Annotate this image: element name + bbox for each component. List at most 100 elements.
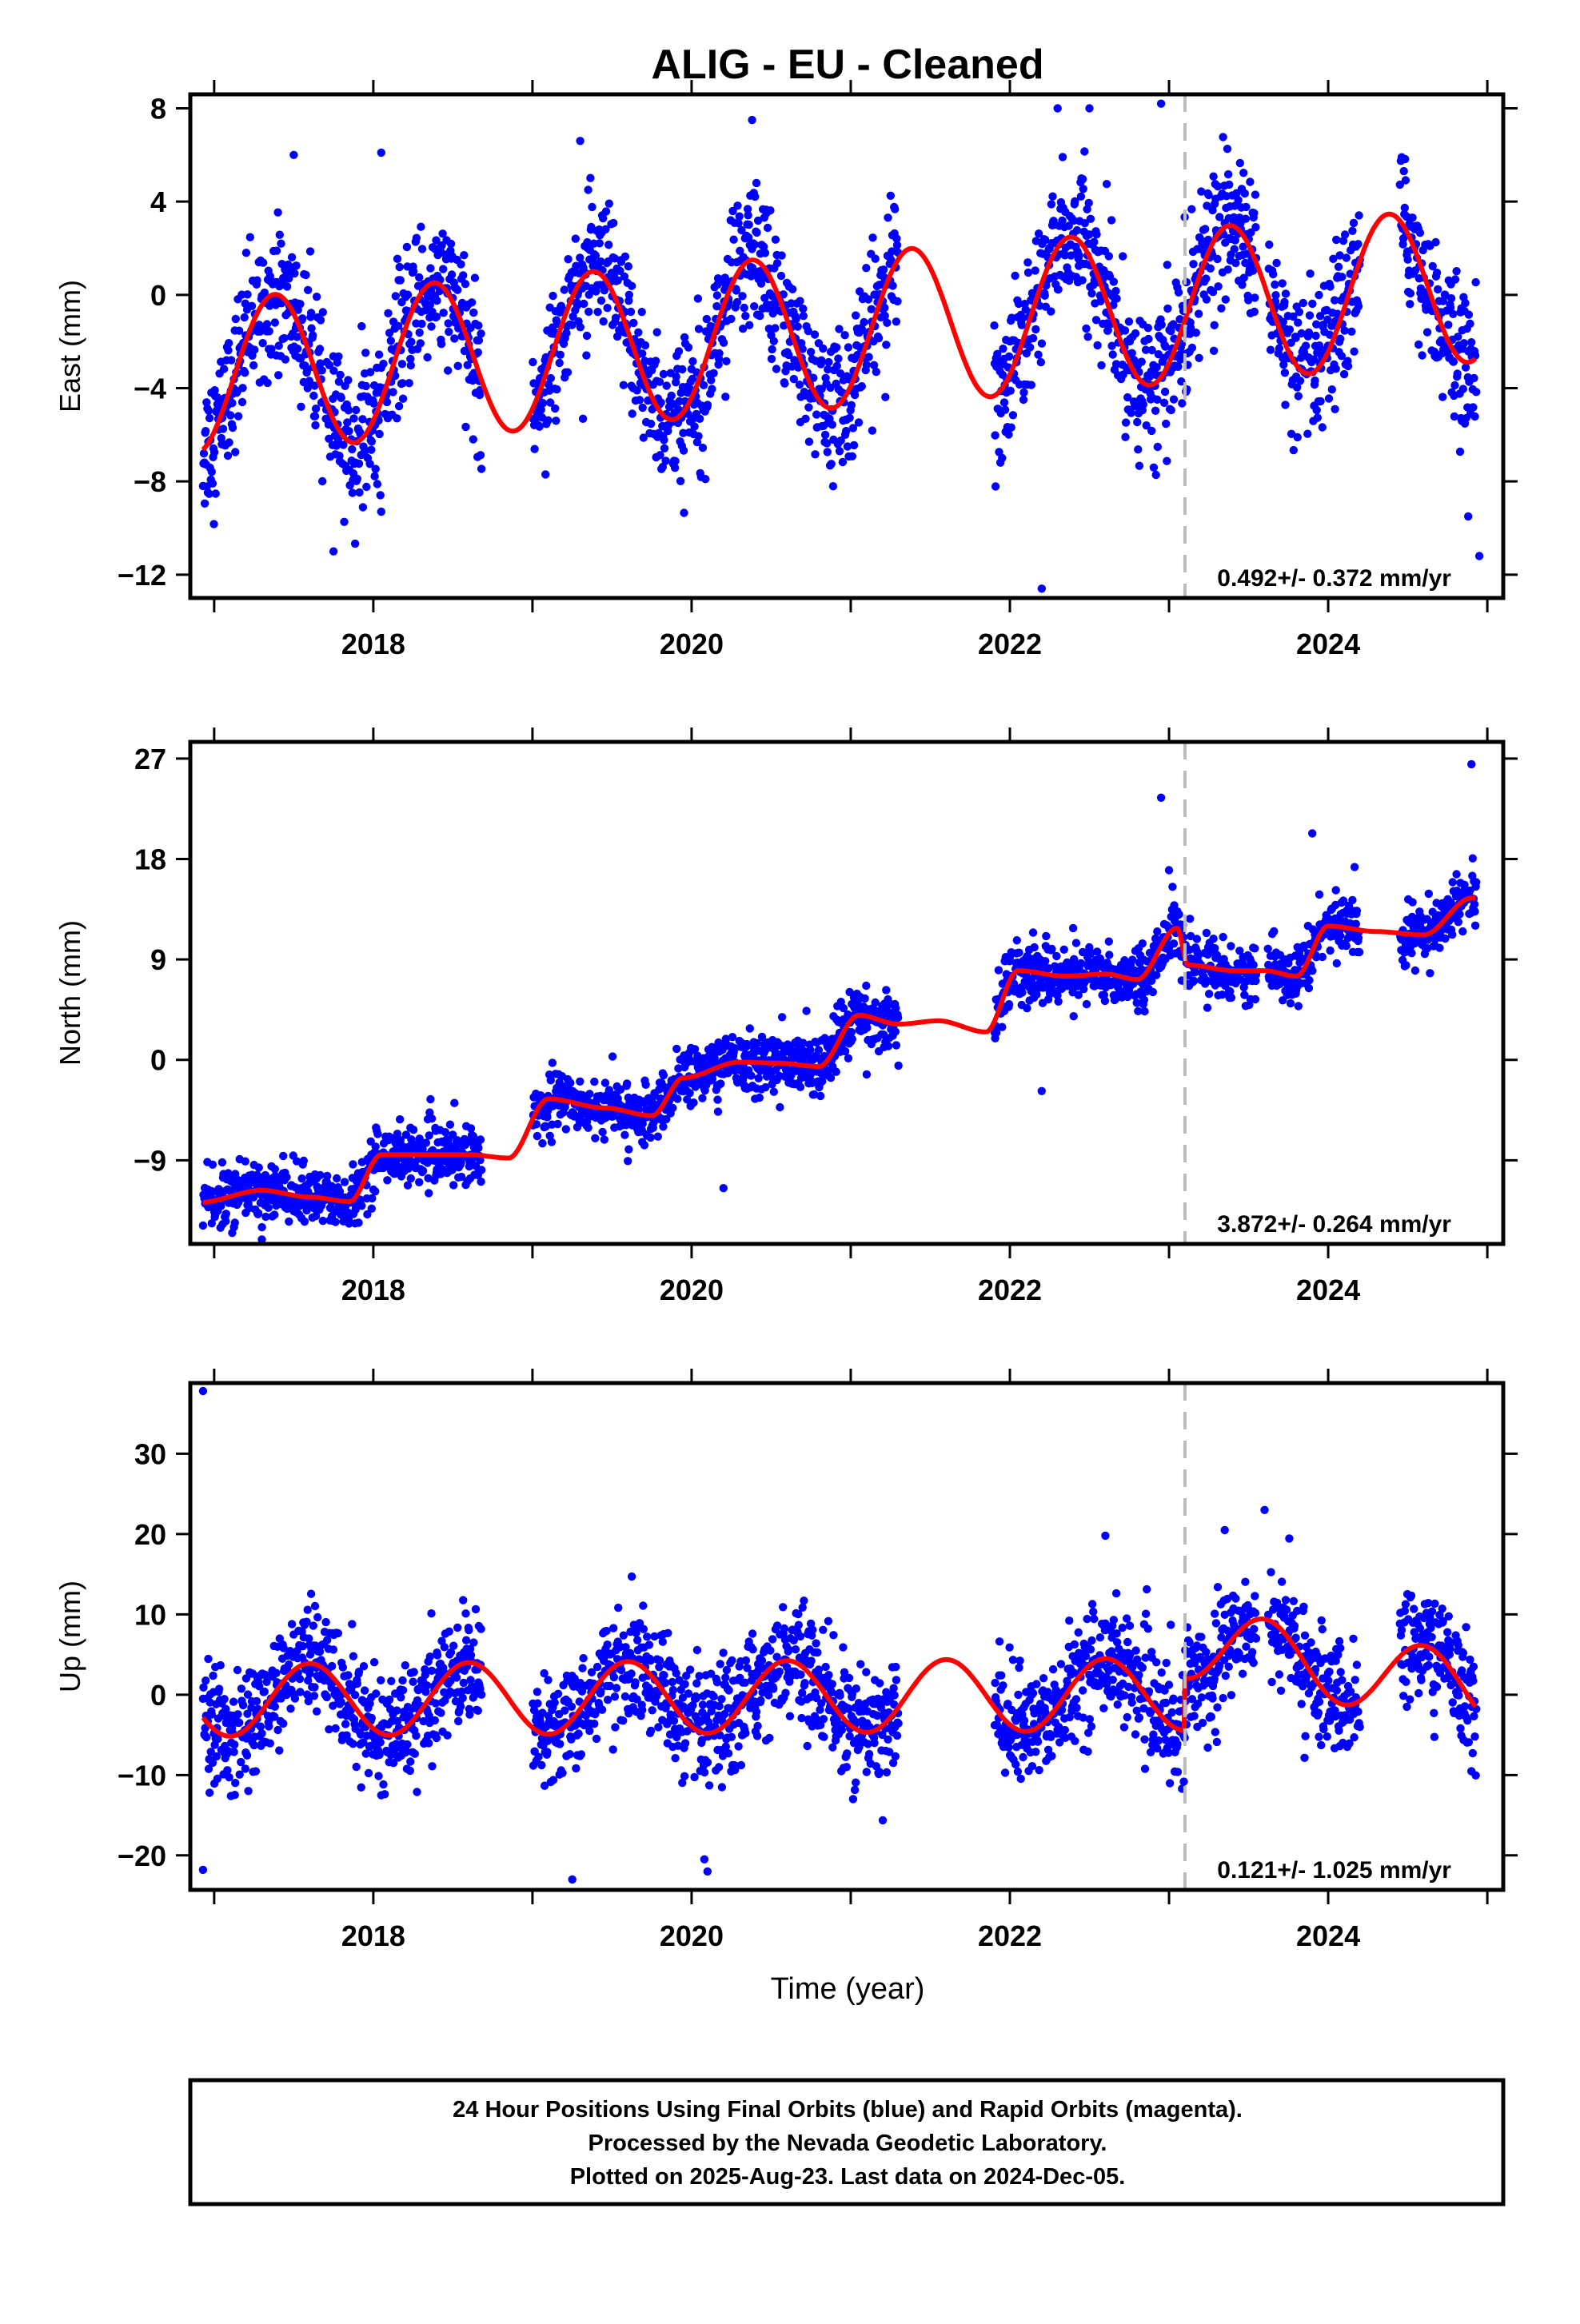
east-point bbox=[1416, 229, 1424, 237]
east-point bbox=[1161, 388, 1169, 396]
east-point bbox=[1272, 259, 1280, 267]
north-point bbox=[1250, 961, 1258, 969]
east-point bbox=[1280, 298, 1288, 306]
east-point bbox=[225, 339, 233, 347]
up-point bbox=[397, 1693, 405, 1701]
north-point bbox=[566, 1078, 574, 1086]
north-point bbox=[1333, 959, 1341, 967]
east-point bbox=[469, 435, 477, 443]
north-point bbox=[598, 1128, 606, 1136]
east-point bbox=[1154, 443, 1162, 451]
north-point bbox=[1139, 939, 1147, 947]
east-point bbox=[367, 446, 375, 454]
north-point bbox=[1402, 961, 1410, 969]
up-point bbox=[223, 1766, 231, 1774]
east-point bbox=[801, 415, 809, 423]
east-point bbox=[1135, 462, 1143, 470]
east-point bbox=[1027, 381, 1035, 389]
east-point bbox=[1005, 353, 1013, 361]
east-point bbox=[1087, 215, 1095, 223]
east-point bbox=[860, 318, 868, 326]
east-point bbox=[864, 353, 872, 361]
east-point bbox=[1209, 173, 1217, 181]
up-point bbox=[201, 1676, 209, 1684]
up-point bbox=[329, 1645, 337, 1653]
east-point bbox=[1401, 155, 1409, 163]
up-point bbox=[428, 1762, 436, 1770]
east-point bbox=[296, 300, 304, 308]
north-point bbox=[1295, 1002, 1303, 1010]
east-point bbox=[453, 286, 461, 294]
east-point bbox=[641, 341, 649, 349]
east-point bbox=[829, 482, 837, 490]
east-point bbox=[232, 315, 240, 323]
east-ytick-label: −8 bbox=[134, 465, 166, 498]
east-point bbox=[474, 321, 482, 329]
north-point bbox=[1348, 896, 1356, 904]
east-point bbox=[336, 371, 344, 379]
north-point bbox=[1190, 977, 1198, 985]
north-point bbox=[1319, 953, 1327, 961]
east-point bbox=[579, 415, 587, 423]
east-point bbox=[258, 339, 266, 347]
up-point bbox=[398, 1676, 406, 1684]
east-point bbox=[450, 334, 458, 342]
east-point bbox=[773, 259, 781, 267]
east-point bbox=[1077, 193, 1085, 201]
north-point bbox=[548, 1138, 556, 1146]
east-point bbox=[1083, 333, 1091, 341]
east-y-axis-label: East (mm) bbox=[54, 280, 86, 413]
north-point bbox=[354, 1218, 362, 1226]
east-point bbox=[1192, 329, 1200, 337]
east-point bbox=[1134, 445, 1142, 453]
east-point bbox=[469, 309, 477, 317]
north-point bbox=[1305, 984, 1313, 992]
east-point bbox=[713, 291, 721, 299]
east-point bbox=[445, 328, 453, 336]
east-point bbox=[311, 421, 319, 429]
north-ytick-label: −9 bbox=[134, 1144, 166, 1177]
north-point bbox=[1435, 944, 1443, 952]
east-point bbox=[1451, 275, 1459, 283]
east-point bbox=[243, 290, 251, 298]
east-point bbox=[1350, 219, 1358, 227]
east-point bbox=[433, 297, 441, 305]
up-point bbox=[433, 1651, 441, 1659]
up-point bbox=[285, 1660, 293, 1668]
north-point bbox=[1332, 886, 1340, 894]
east-point bbox=[1350, 348, 1358, 356]
east-point bbox=[1188, 344, 1196, 352]
north-ytick-label: 27 bbox=[134, 743, 166, 775]
north-point bbox=[1353, 907, 1361, 915]
north-point bbox=[641, 1081, 649, 1089]
east-point bbox=[1459, 385, 1467, 393]
up-point bbox=[387, 1677, 395, 1685]
east-point bbox=[1138, 357, 1146, 365]
east-point bbox=[387, 337, 395, 345]
north-point bbox=[1052, 952, 1060, 960]
north-point bbox=[533, 1132, 541, 1140]
east-point bbox=[1250, 209, 1258, 217]
east-point bbox=[740, 304, 748, 312]
east-point bbox=[752, 179, 760, 187]
north-point bbox=[624, 1157, 632, 1165]
east-point bbox=[1467, 338, 1475, 346]
north-point bbox=[426, 1095, 434, 1103]
up-point bbox=[331, 1724, 339, 1732]
north-point bbox=[1336, 932, 1344, 940]
up-point bbox=[309, 1621, 317, 1629]
east-point bbox=[407, 337, 415, 345]
east-point bbox=[636, 396, 644, 404]
east-point bbox=[241, 369, 249, 377]
up-point bbox=[341, 1720, 349, 1728]
east-point bbox=[1207, 265, 1215, 273]
east-point bbox=[477, 451, 485, 459]
east-point bbox=[638, 349, 646, 357]
east-point bbox=[1332, 236, 1340, 244]
north-point bbox=[601, 1078, 609, 1086]
north-point bbox=[1101, 997, 1109, 1005]
north-point bbox=[660, 1071, 668, 1079]
east-point bbox=[1175, 289, 1183, 297]
north-point bbox=[357, 1202, 365, 1210]
